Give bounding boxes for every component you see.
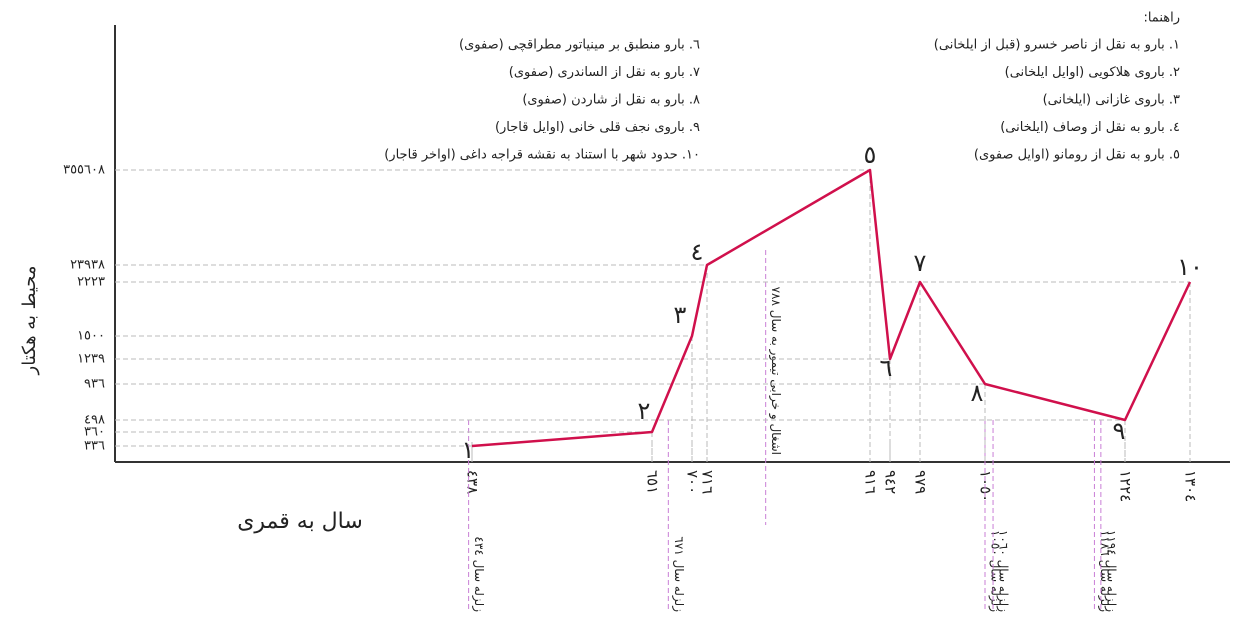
legend-entry: ۱. بارو به نقل از ناصر خسرو (قبل از ایلخ…: [934, 38, 1180, 53]
annotation-text: زلزله سال ٦۷۱: [671, 536, 686, 612]
point-label: ۷: [914, 249, 927, 277]
y-tick-label: ۹۳٦: [84, 377, 105, 392]
legend-entry: ۹. باروی نجف قلی خانی (اوایل قاجار): [495, 120, 700, 135]
legend-title: راهنما:: [1143, 11, 1180, 26]
annotation-text: زلزله سال ۱۱۹٤: [1103, 530, 1118, 612]
annotation-text: زلزله سال ۱۰٦۰: [996, 530, 1011, 612]
x-tick-label: ۱۲۲٤: [1117, 470, 1135, 502]
legend-entry: ٦. بارو منطبق بر مینیاتور مطراقچی (صفوی): [459, 38, 700, 53]
legend-entry: ۸. بارو به نقل از شاردن (صفوی): [522, 93, 700, 108]
x-tick-label: ۱۳۰٤: [1182, 470, 1200, 502]
x-tick-label: ٦٥۱: [644, 470, 662, 494]
point-label: ۲: [638, 397, 651, 425]
annotation-text: اشغال و خرابی تیمور به سال ۷۸۸: [768, 287, 783, 455]
y-tick-label: ۲۳۹۳۸: [70, 258, 105, 273]
legend-entry: ٤. بارو به نقل از وصاف (ایلخانی): [1000, 120, 1180, 135]
point-label: ۱: [462, 436, 475, 464]
data-line: [471, 168, 1192, 448]
point-label: ۳: [674, 301, 687, 329]
y-tick-label: ۳٥٥٦۰۸: [63, 163, 105, 178]
y-tick-label: ۳٦۰: [84, 425, 105, 440]
y-tick-label: ۳۳٦: [84, 439, 105, 454]
point-label: ٦: [880, 354, 893, 382]
x-tick-label: ۷۰۰: [684, 470, 702, 494]
legend-entry: ۲. باروی هلاکویی (اوایل ایلخانی): [1005, 65, 1180, 80]
legend-entry: ۷. بارو به نقل از الساندری (صفوی): [509, 65, 700, 80]
point-label: ٥: [864, 141, 877, 169]
y-tick-label: ۲۲۲۳: [77, 275, 105, 290]
x-tick-label: ۷۱٦: [699, 470, 717, 494]
point-label: ٤: [691, 238, 704, 266]
x-tick-label: ۹۷۹: [912, 470, 930, 494]
point-label: ۸: [971, 379, 984, 407]
point-label: ۹: [1113, 417, 1126, 445]
x-axis-label: سال به قمری: [237, 509, 363, 534]
x-tick-label: ۹٤۲: [882, 470, 900, 494]
legend-entry: ۱۰. حدود شهر با استناد به نقشه قراجه داغ…: [384, 148, 700, 163]
y-tick-label: ٤۹۸: [84, 413, 105, 428]
annotation-text: زلزله سال ٤۳٤: [471, 536, 486, 612]
annotation-text: زلزله سال ۱۰٥۰: [988, 530, 1003, 612]
x-tick-label: ۹۱٦: [862, 470, 880, 494]
x-tick-label: ٤۳۸: [464, 470, 482, 494]
legend-entry: ۳. باروی غازانی (ایلخانی): [1043, 93, 1180, 108]
y-axis-label: محیط به هکتار: [19, 266, 40, 376]
legend-entry: ٥. بارو به نقل از رومانو (اوایل صفوی): [974, 148, 1180, 163]
y-tick-label: ۱۲۳۹: [77, 352, 105, 367]
point-label: ۱۰: [1177, 253, 1203, 281]
y-tick-label: ۱٥۰۰: [77, 329, 105, 344]
